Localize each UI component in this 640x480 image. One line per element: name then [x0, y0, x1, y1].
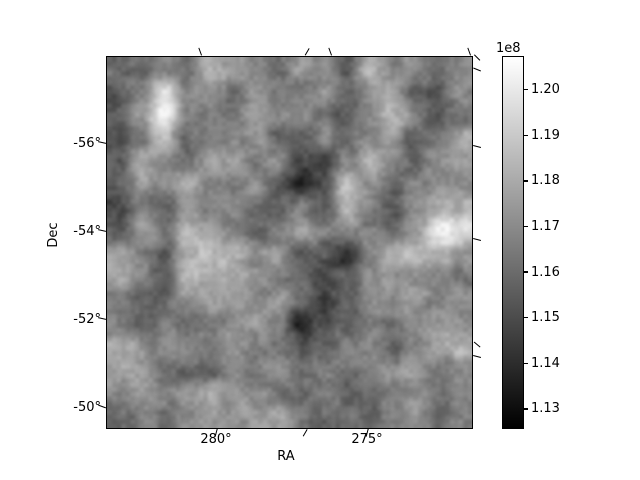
- colorbar-tick: [523, 408, 528, 410]
- top-axis-tick: [304, 48, 310, 56]
- colorbar-tick-label: 1.18: [531, 173, 560, 189]
- x-axis-label: RA: [277, 449, 295, 464]
- colorbar-tick: [523, 271, 528, 273]
- colorbar-tick: [523, 317, 528, 319]
- right-axis-tick: [473, 54, 481, 62]
- colorbar-tick: [523, 89, 528, 91]
- y-tick-label: -54°: [73, 223, 101, 239]
- colorbar-tick-label: 1.14: [531, 355, 560, 371]
- colorbar-tick: [523, 180, 528, 182]
- right-axis-tick: [473, 67, 481, 73]
- x-tick-label: 275°: [351, 432, 383, 447]
- y-tick-label: -56°: [73, 135, 101, 151]
- right-axis-tick: [472, 355, 482, 359]
- colorbar-tick: [523, 362, 528, 364]
- top-axis-tick: [466, 47, 472, 56]
- top-axis-tick: [327, 47, 333, 56]
- right-axis-tick: [472, 238, 482, 242]
- colorbar-tick: [523, 225, 528, 228]
- right-axis-tick: [472, 145, 482, 149]
- bottom-axis-tick: [302, 429, 308, 437]
- colorbar-tick-label: 1.19: [531, 127, 560, 143]
- y-tick-label: -52°: [73, 311, 101, 327]
- colorbar-tick: [523, 134, 528, 137]
- x-tick-label: 280°: [200, 432, 232, 447]
- colorbar-tick-label: 1.17: [531, 219, 560, 235]
- plot-axes-frame: [106, 56, 473, 429]
- colorbar-gradient: [503, 57, 523, 428]
- colorbar-tick-label: 1.13: [531, 401, 560, 417]
- colorbar-offset-label: 1e8: [496, 41, 521, 56]
- top-axis-tick: [197, 47, 203, 56]
- colorbar-tick-label: 1.15: [531, 310, 560, 326]
- colorbar-frame: [502, 56, 524, 429]
- colorbar-tick-label: 1.20: [531, 82, 560, 98]
- right-axis-tick: [473, 341, 481, 349]
- sky-map-heatmap-image: [107, 57, 472, 428]
- colorbar-tick-label: 1.16: [531, 264, 560, 280]
- y-tick-label: -50°: [73, 399, 101, 415]
